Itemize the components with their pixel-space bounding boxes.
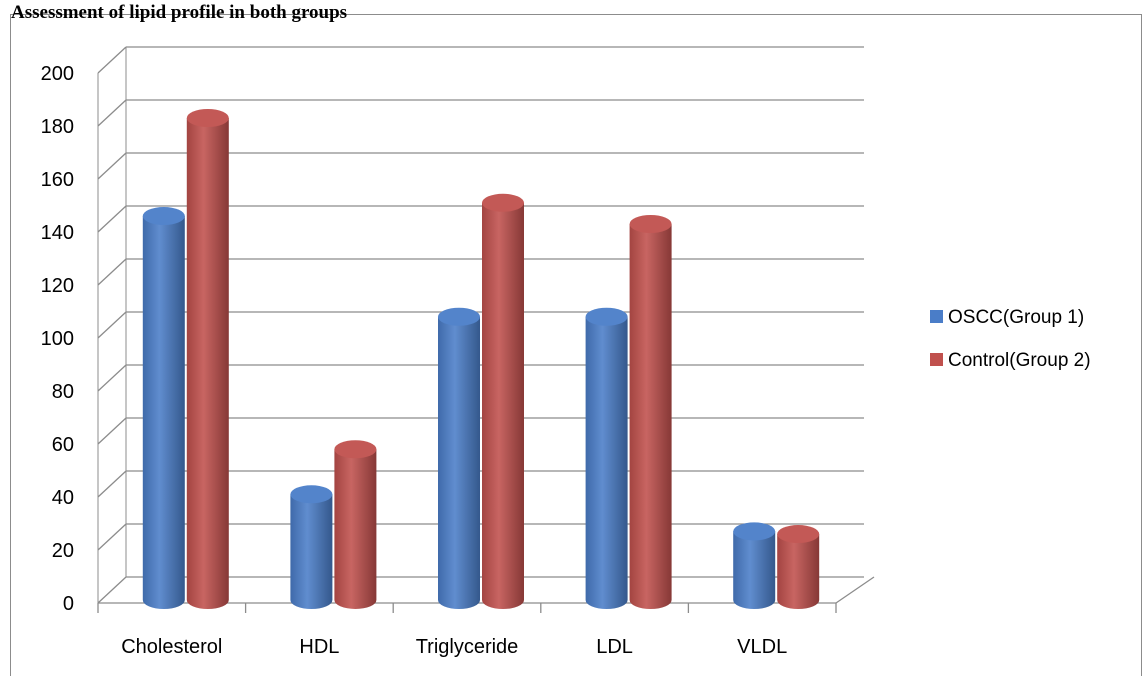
y-tick-label: 140	[41, 222, 74, 244]
bar-body	[777, 534, 820, 609]
bar-top	[290, 485, 333, 504]
y-axis-ticks: 0 20 40 60 80 100 120 140 160 180 200	[41, 63, 74, 615]
gridline-side	[97, 258, 127, 286]
bar-body	[629, 224, 672, 609]
bar	[482, 193, 524, 610]
bar	[142, 207, 185, 610]
x-tick-label: VLDL	[737, 636, 787, 658]
bar	[629, 215, 672, 609]
bars	[142, 109, 820, 610]
y-tick-label: 100	[41, 328, 74, 350]
x-tick-label: Triglyceride	[416, 636, 519, 658]
y-tick-label: 200	[41, 63, 74, 85]
y-tick-label: 40	[52, 487, 74, 509]
bar-body	[733, 531, 776, 609]
y-tick-label: 160	[41, 169, 74, 191]
bar-top	[142, 207, 185, 226]
x-tick-label: HDL	[299, 636, 339, 658]
floor-edge	[835, 576, 875, 604]
bar-body	[585, 316, 628, 609]
y-tick-label: 180	[41, 116, 74, 138]
legend-swatch	[930, 310, 943, 323]
bar-body	[186, 118, 229, 609]
bar-top	[186, 109, 229, 127]
bar	[585, 307, 628, 609]
bar-body	[438, 316, 480, 609]
gridline-side	[97, 152, 127, 180]
gridline-side	[97, 470, 127, 498]
bar-top	[482, 193, 524, 212]
bar-top	[585, 307, 628, 326]
bar	[334, 440, 377, 609]
chart-frame: Assessment of lipid profile in both grou…	[10, 2, 1142, 676]
bar-body	[290, 494, 333, 609]
legend: OSCC(Group 1) Control(Group 2)	[930, 307, 1091, 371]
gridline-side	[97, 417, 127, 445]
bar	[438, 307, 480, 609]
bar	[777, 525, 820, 609]
gridline-side	[97, 46, 127, 74]
bar-top	[733, 522, 776, 541]
legend-label: Control(Group 2)	[948, 350, 1091, 371]
x-tick-label: Cholesterol	[121, 636, 222, 658]
x-tick-label: LDL	[596, 636, 633, 658]
y-tick-label: 120	[41, 275, 74, 297]
bar	[290, 485, 333, 609]
gridline-side	[97, 99, 127, 127]
y-tick-label: 60	[52, 434, 74, 456]
legend-swatch	[930, 353, 943, 366]
y-tick-label: 0	[63, 593, 74, 615]
bar-top	[629, 215, 672, 233]
gridline-side	[97, 205, 127, 233]
bar-body	[142, 216, 185, 610]
y-tick-label: 80	[52, 381, 74, 403]
legend-label: OSCC(Group 1)	[948, 307, 1084, 328]
bar-top	[334, 440, 377, 459]
bar-body	[334, 449, 377, 609]
bar	[733, 522, 776, 609]
gridline-side	[97, 576, 127, 604]
y-tick-label: 20	[52, 540, 74, 562]
bar-top	[438, 307, 480, 326]
gridline-side	[97, 523, 127, 551]
bar-body	[482, 202, 524, 610]
gridline-side	[97, 364, 127, 392]
gridline-side	[97, 311, 127, 339]
chart-title: Assessment of lipid profile in both grou…	[11, 2, 348, 23]
bar	[186, 109, 229, 609]
bar-top	[777, 525, 820, 544]
